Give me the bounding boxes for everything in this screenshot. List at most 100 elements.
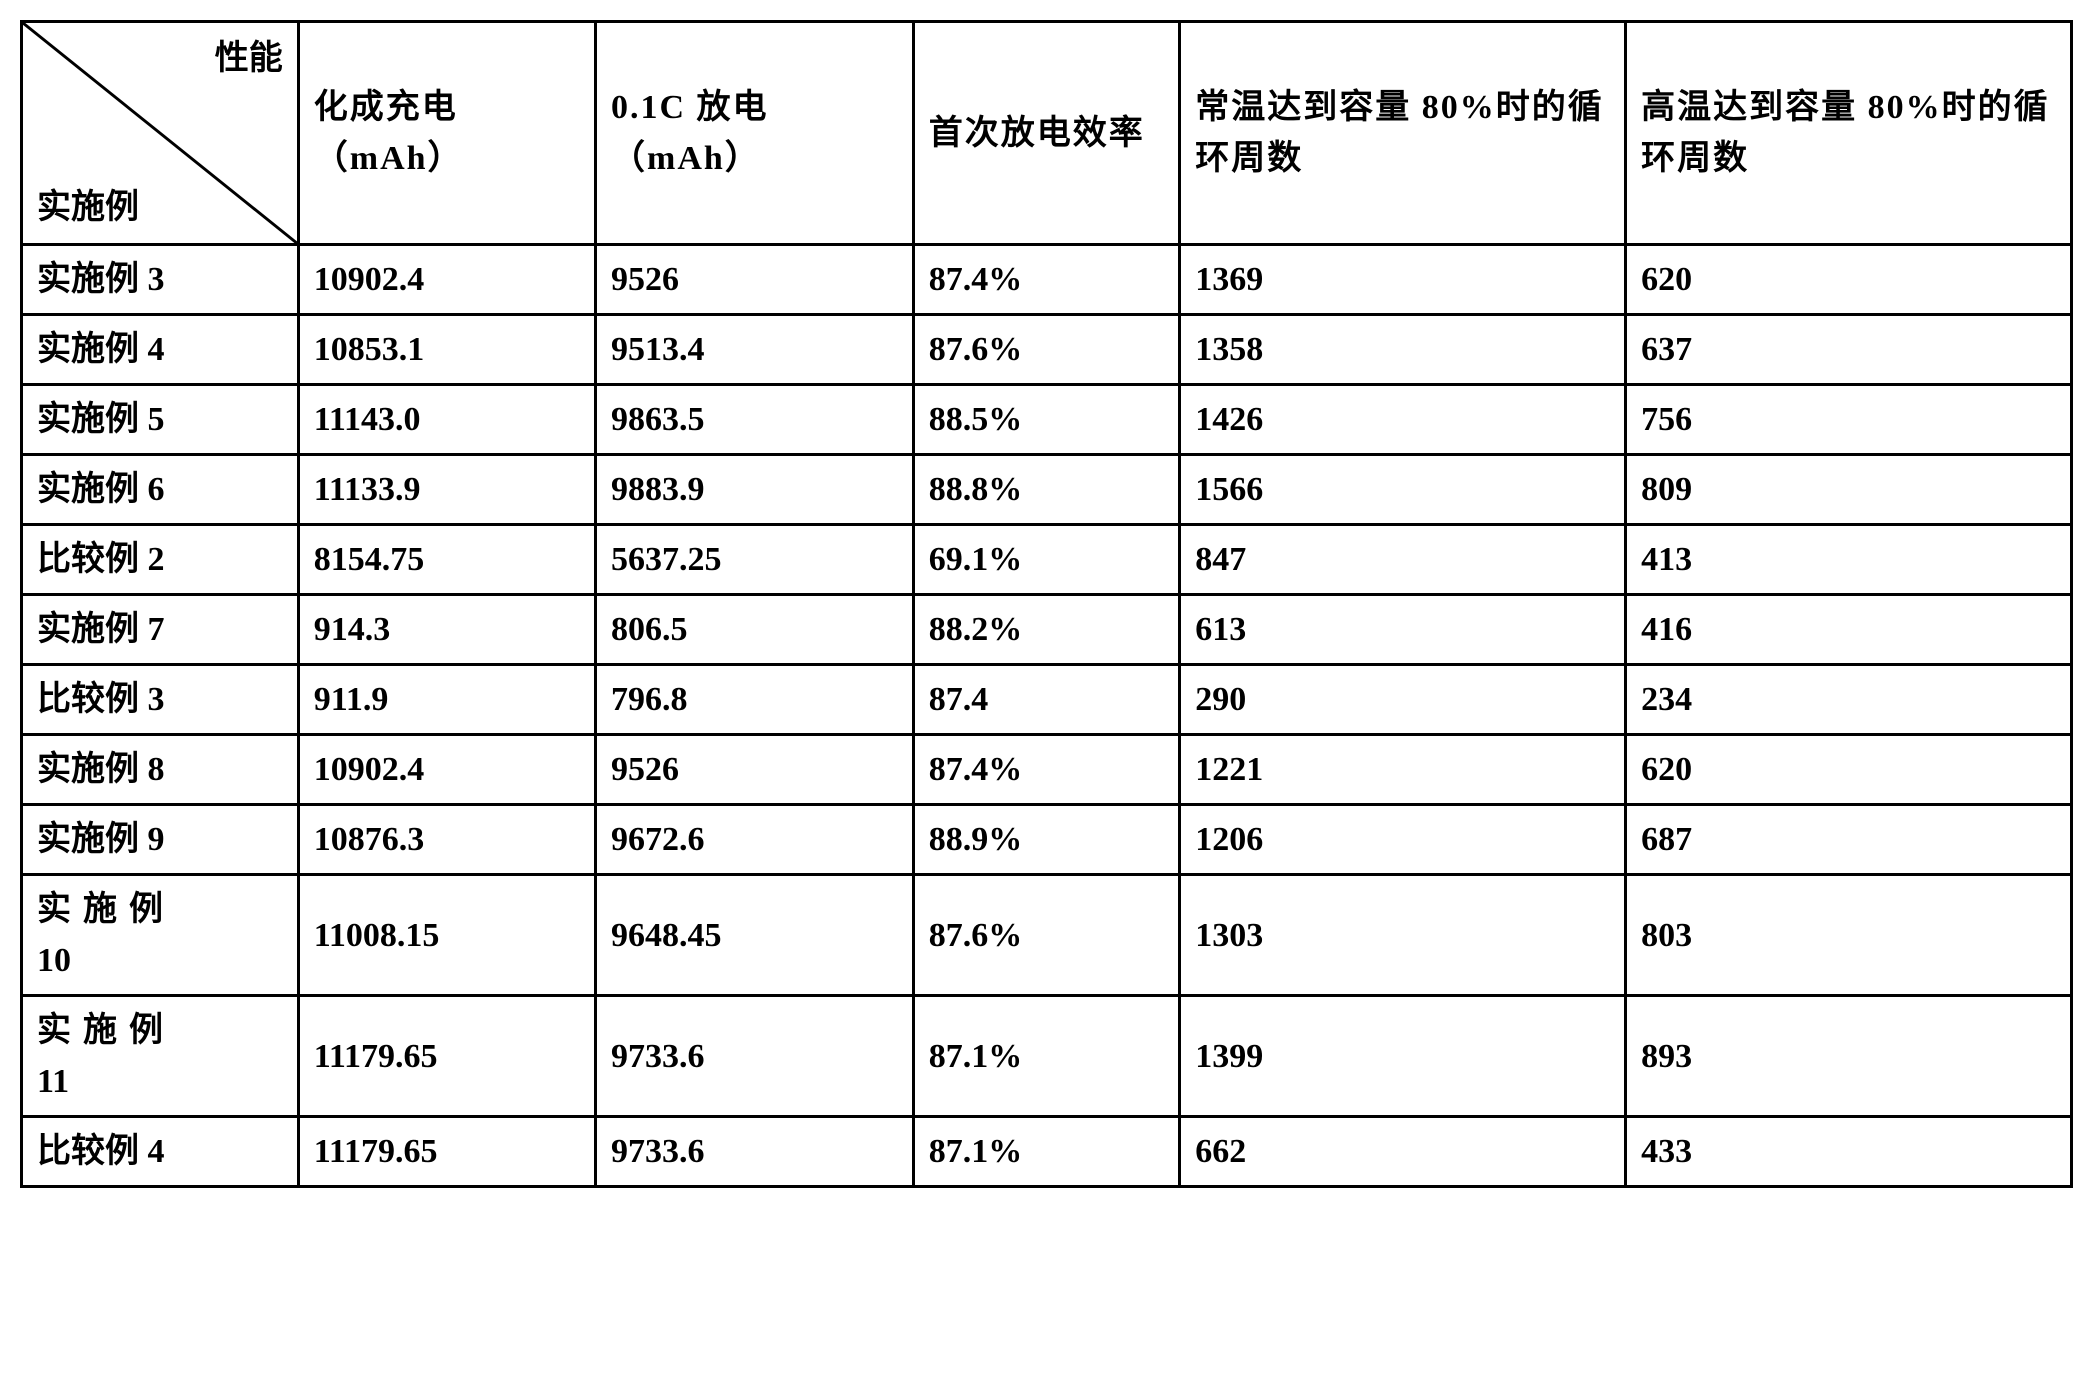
data-cell: 10902.4 xyxy=(298,735,595,805)
data-cell: 756 xyxy=(1626,385,2072,455)
data-cell: 9733.6 xyxy=(596,1117,914,1187)
row-label-cell: 实施例 8 xyxy=(22,735,299,805)
data-cell: 11179.65 xyxy=(298,1117,595,1187)
table-body: 实施例 310902.4952687.4%1369620实施例 410853.1… xyxy=(22,245,2072,1187)
row-label-cell: 实施例 6 xyxy=(22,455,299,525)
data-cell: 911.9 xyxy=(298,665,595,735)
data-cell: 87.1% xyxy=(913,996,1180,1117)
data-cell: 10902.4 xyxy=(298,245,595,315)
col-header-label: 高温达到容量 80%时的循环周数 xyxy=(1641,82,2056,184)
col-header-label: 常温达到容量 80%时的循环周数 xyxy=(1195,82,1610,184)
table-row: 比较例 411179.659733.687.1%662433 xyxy=(22,1117,2072,1187)
data-cell: 1221 xyxy=(1180,735,1626,805)
data-cell: 9526 xyxy=(596,735,914,805)
data-cell: 1369 xyxy=(1180,245,1626,315)
data-cell: 69.1% xyxy=(913,525,1180,595)
data-cell: 413 xyxy=(1626,525,2072,595)
data-cell: 1358 xyxy=(1180,315,1626,385)
data-cell: 234 xyxy=(1626,665,2072,735)
data-cell: 620 xyxy=(1626,735,2072,805)
row-label-text: 实施例 xyxy=(37,1012,175,1049)
data-cell: 9733.6 xyxy=(596,996,914,1117)
row-label-cell: 实施例 4 xyxy=(22,315,299,385)
data-cell: 11143.0 xyxy=(298,385,595,455)
data-cell: 9648.45 xyxy=(596,875,914,996)
data-cell: 1206 xyxy=(1180,805,1626,875)
row-label-cell: 实施例 7 xyxy=(22,595,299,665)
diagonal-header-cell: 性能 实施例 xyxy=(22,22,299,245)
row-label-cell: 比较例 3 xyxy=(22,665,299,735)
data-cell: 5637.25 xyxy=(596,525,914,595)
data-cell: 9883.9 xyxy=(596,455,914,525)
table-row: 比较例 3911.9796.887.4290234 xyxy=(22,665,2072,735)
data-cell: 1399 xyxy=(1180,996,1626,1117)
col-header-label: 化成充电（mAh） xyxy=(314,82,580,184)
data-cell: 847 xyxy=(1180,525,1626,595)
data-cell: 806.5 xyxy=(596,595,914,665)
row-label-cell: 实施例 3 xyxy=(22,245,299,315)
data-cell: 803 xyxy=(1626,875,2072,996)
table-row: 实施例 7914.3806.588.2%613416 xyxy=(22,595,2072,665)
data-cell: 687 xyxy=(1626,805,2072,875)
data-cell: 1426 xyxy=(1180,385,1626,455)
data-cell: 11008.15 xyxy=(298,875,595,996)
data-cell: 8154.75 xyxy=(298,525,595,595)
col-header-discharge: 0.1C 放电（mAh） xyxy=(596,22,914,245)
data-cell: 88.2% xyxy=(913,595,1180,665)
diagonal-top-label: 性能 xyxy=(215,33,283,84)
row-label-cell: 比较例 2 xyxy=(22,525,299,595)
data-cell: 290 xyxy=(1180,665,1626,735)
row-label-cell: 实施例10 xyxy=(22,875,299,996)
data-cell: 88.8% xyxy=(913,455,1180,525)
data-cell: 87.4 xyxy=(913,665,1180,735)
data-cell: 10876.3 xyxy=(298,805,595,875)
data-cell: 9526 xyxy=(596,245,914,315)
row-label-cell: 实施例 9 xyxy=(22,805,299,875)
col-header-first-eff: 首次放电效率 xyxy=(913,22,1180,245)
data-cell: 87.4% xyxy=(913,735,1180,805)
data-cell: 613 xyxy=(1180,595,1626,665)
diagonal-bottom-label: 实施例 xyxy=(37,182,139,233)
data-cell: 914.3 xyxy=(298,595,595,665)
data-cell: 87.6% xyxy=(913,315,1180,385)
col-header-label: 首次放电效率 xyxy=(929,108,1165,159)
data-cell: 9672.6 xyxy=(596,805,914,875)
data-cell: 1303 xyxy=(1180,875,1626,996)
data-cell: 87.4% xyxy=(913,245,1180,315)
data-cell: 88.5% xyxy=(913,385,1180,455)
table-row: 实施例 611133.99883.988.8%1566809 xyxy=(22,455,2072,525)
data-cell: 87.6% xyxy=(913,875,1180,996)
row-label-cell: 比较例 4 xyxy=(22,1117,299,1187)
table-row: 实施例 410853.19513.487.6%1358637 xyxy=(22,315,2072,385)
col-header-charge: 化成充电（mAh） xyxy=(298,22,595,245)
row-label-number: 11 xyxy=(37,1063,69,1100)
data-cell: 433 xyxy=(1626,1117,2072,1187)
row-label-cell: 实施例 11 xyxy=(22,996,299,1117)
col-header-label: 0.1C 放电（mAh） xyxy=(611,82,898,184)
data-cell: 11133.9 xyxy=(298,455,595,525)
data-cell: 620 xyxy=(1626,245,2072,315)
header-row: 性能 实施例 化成充电（mAh） 0.1C 放电（mAh） 首次放电效率 常温达… xyxy=(22,22,2072,245)
table-row: 实施例1111179.659733.687.1%1399893 xyxy=(22,996,2072,1117)
data-cell: 416 xyxy=(1626,595,2072,665)
data-cell: 796.8 xyxy=(596,665,914,735)
data-cell: 662 xyxy=(1180,1117,1626,1187)
table-row: 实施例 511143.09863.588.5%1426756 xyxy=(22,385,2072,455)
row-label-cell: 实施例 5 xyxy=(22,385,299,455)
row-label-text: 实施例 xyxy=(37,891,175,928)
data-cell: 9513.4 xyxy=(596,315,914,385)
data-cell: 893 xyxy=(1626,996,2072,1117)
table-row: 实施例1011008.159648.4587.6%1303803 xyxy=(22,875,2072,996)
col-header-ht-cycles: 高温达到容量 80%时的循环周数 xyxy=(1626,22,2072,245)
data-cell: 88.9% xyxy=(913,805,1180,875)
table-row: 实施例 310902.4952687.4%1369620 xyxy=(22,245,2072,315)
data-cell: 637 xyxy=(1626,315,2072,385)
table-row: 比较例 28154.755637.2569.1%847413 xyxy=(22,525,2072,595)
data-cell: 1566 xyxy=(1180,455,1626,525)
table-row: 实施例 810902.4952687.4%1221620 xyxy=(22,735,2072,805)
table-header: 性能 实施例 化成充电（mAh） 0.1C 放电（mAh） 首次放电效率 常温达… xyxy=(22,22,2072,245)
data-cell: 809 xyxy=(1626,455,2072,525)
table-row: 实施例 910876.39672.688.9%1206687 xyxy=(22,805,2072,875)
data-cell: 10853.1 xyxy=(298,315,595,385)
performance-table: 性能 实施例 化成充电（mAh） 0.1C 放电（mAh） 首次放电效率 常温达… xyxy=(20,20,2073,1188)
